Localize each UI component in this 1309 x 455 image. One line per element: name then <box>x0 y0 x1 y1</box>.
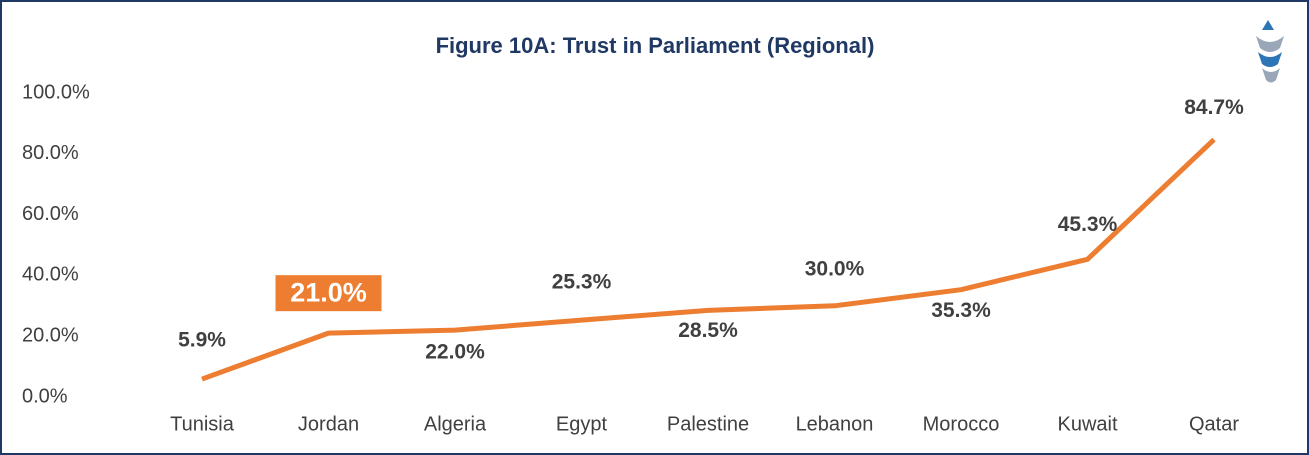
x-tick-label: Egypt <box>556 413 608 435</box>
data-label: 30.0% <box>805 257 865 280</box>
x-tick-label: Jordan <box>298 413 359 435</box>
y-tick-label: 20.0% <box>22 324 79 346</box>
y-tick-label: 80.0% <box>22 142 79 164</box>
y-tick-label: 0.0% <box>22 385 68 407</box>
highlight-box <box>275 275 382 312</box>
data-label: 25.3% <box>552 271 612 294</box>
data-label: 35.3% <box>931 299 991 322</box>
x-tick-label: Morocco <box>923 413 1000 435</box>
x-tick-label: Lebanon <box>796 413 874 435</box>
x-tick-label: Palestine <box>667 413 749 435</box>
y-tick-label: 40.0% <box>22 264 79 286</box>
y-tick-label: 60.0% <box>22 203 79 225</box>
x-tick-label: Algeria <box>424 413 487 435</box>
x-tick-label: Qatar <box>1189 413 1239 435</box>
data-label: 21.0% <box>290 277 367 307</box>
line-series <box>201 137 1216 382</box>
data-label: 5.9% <box>178 329 226 352</box>
data-label: 22.0% <box>425 341 485 364</box>
data-label: 45.3% <box>1058 213 1118 236</box>
logo <box>1256 20 1284 83</box>
x-tick-label: Tunisia <box>170 413 235 435</box>
y-tick-label: 100.0% <box>22 81 90 103</box>
data-label: 84.7% <box>1184 96 1244 119</box>
chart-title: Figure 10A: Trust in Parliament (Regiona… <box>436 33 875 58</box>
data-label: 28.5% <box>678 319 738 342</box>
x-tick-label: Kuwait <box>1057 413 1117 435</box>
